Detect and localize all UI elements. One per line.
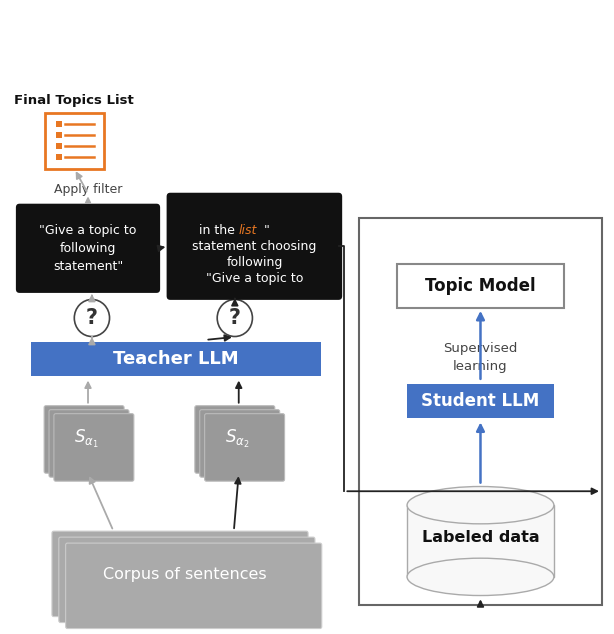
Text: Final Topics List: Final Topics List: [14, 94, 134, 107]
Circle shape: [217, 299, 252, 337]
Text: $S_{\alpha_1}$: $S_{\alpha_1}$: [74, 427, 98, 450]
Text: ?: ?: [86, 308, 98, 328]
Text: in the: in the: [199, 224, 239, 237]
Text: Labeled data: Labeled data: [422, 529, 539, 545]
Text: "Give a topic to: "Give a topic to: [206, 272, 303, 285]
Text: Teacher LLM: Teacher LLM: [113, 350, 239, 368]
Bar: [56, 143, 61, 149]
Bar: [56, 154, 61, 160]
FancyBboxPatch shape: [407, 384, 554, 418]
FancyBboxPatch shape: [195, 406, 275, 473]
FancyBboxPatch shape: [200, 410, 280, 477]
Bar: [407, 505, 554, 577]
FancyBboxPatch shape: [204, 413, 284, 481]
FancyBboxPatch shape: [52, 531, 308, 617]
FancyBboxPatch shape: [359, 219, 602, 605]
Ellipse shape: [407, 486, 554, 524]
FancyBboxPatch shape: [66, 543, 322, 628]
Text: "Give a topic to
following
statement": "Give a topic to following statement": [39, 224, 137, 273]
FancyBboxPatch shape: [59, 537, 315, 623]
Text: Supervised
learning: Supervised learning: [443, 342, 518, 373]
Text: Student LLM: Student LLM: [421, 392, 540, 410]
Text: Corpus of sentences: Corpus of sentences: [103, 567, 266, 583]
Text: ": ": [264, 224, 270, 237]
FancyBboxPatch shape: [397, 264, 564, 308]
FancyBboxPatch shape: [31, 342, 321, 376]
Text: ?: ?: [229, 308, 241, 328]
Text: list: list: [239, 224, 257, 237]
Text: statement choosing: statement choosing: [192, 240, 317, 253]
Bar: [56, 121, 61, 127]
Text: following: following: [226, 256, 282, 269]
Text: Topic Model: Topic Model: [425, 277, 536, 295]
FancyBboxPatch shape: [45, 113, 104, 169]
Text: Apply filter: Apply filter: [54, 183, 122, 196]
Circle shape: [74, 299, 109, 337]
FancyBboxPatch shape: [44, 406, 124, 473]
Ellipse shape: [407, 558, 554, 595]
FancyBboxPatch shape: [166, 193, 342, 300]
Bar: [56, 133, 61, 138]
FancyBboxPatch shape: [54, 413, 134, 481]
FancyBboxPatch shape: [49, 410, 129, 477]
FancyBboxPatch shape: [16, 204, 160, 293]
Text: $S_{\alpha_2}$: $S_{\alpha_2}$: [225, 427, 249, 450]
